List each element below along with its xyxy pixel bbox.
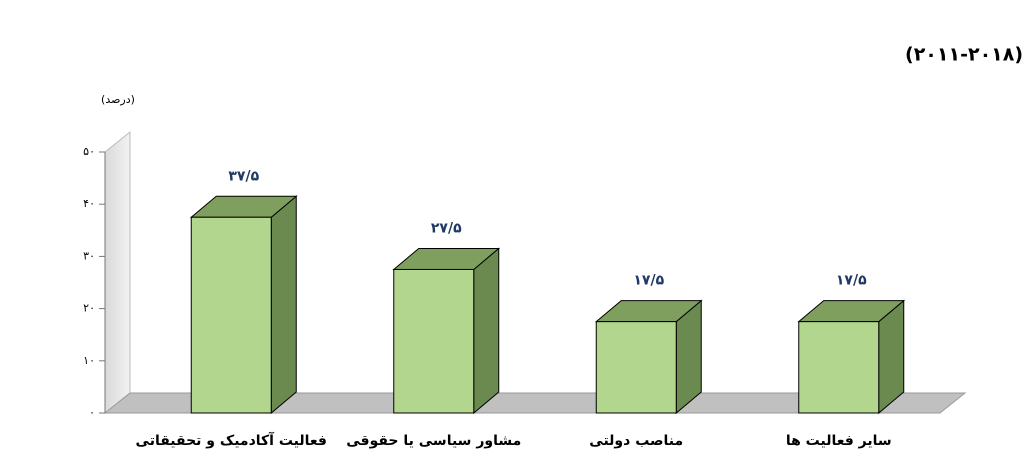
bar xyxy=(393,268,475,414)
y-axis-label: (درصد) xyxy=(101,93,135,106)
y-tick-label: ۲۰ xyxy=(83,302,95,315)
y-tick-label: ۰ xyxy=(89,406,95,419)
value-label: ۱۷/۵ xyxy=(633,273,664,289)
y-tick-label: ۴۰ xyxy=(83,197,95,210)
bar xyxy=(798,321,880,414)
x-tick-label: فعالیت آکادمیک و تحقیقاتی xyxy=(136,431,327,449)
value-label: ۳۷/۵ xyxy=(228,168,259,184)
x-tick-label: مناصب دولتی xyxy=(589,433,683,449)
bar-side xyxy=(473,247,500,415)
x-tick-label: سایر فعالیت ها xyxy=(786,433,892,449)
chart-title: نمودار ۱. برآورد کلی از وضعیت اشتغال سنا… xyxy=(905,42,1024,66)
value-label: ۲۷/۵ xyxy=(431,220,462,236)
bar-side xyxy=(270,195,297,415)
back-wall xyxy=(104,130,131,415)
y-tick-label: ۳۰ xyxy=(83,249,95,262)
value-label: ۱۷/۵ xyxy=(836,273,867,289)
bar xyxy=(190,216,272,414)
y-tick-label: ۵۰ xyxy=(83,145,95,158)
y-tick-label: ۱۰ xyxy=(83,354,95,367)
bar xyxy=(595,321,677,414)
x-tick-label: مشاور سیاسی یا حقوقی xyxy=(346,433,521,449)
